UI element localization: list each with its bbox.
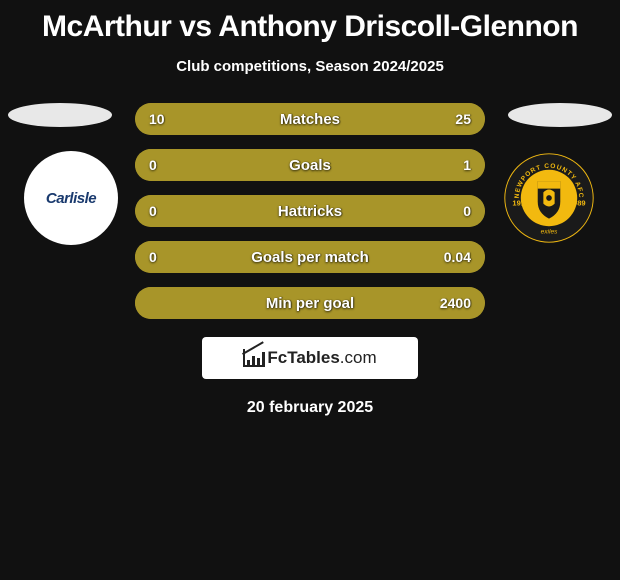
carlisle-logo-text: Carlisle [46,190,96,207]
stat-value-left: 0 [149,249,157,265]
stat-value-right: 0.04 [444,249,471,265]
stat-bar: 0 0 Hattricks [135,195,485,227]
badge-bottom-text: exiles [541,229,559,236]
stat-bar: 10 25 Matches [135,103,485,135]
stat-bar: 2400 Min per goal [135,287,485,319]
newport-badge-svg: NEWPORT COUNTY AFC 1912 1989 exiles [502,151,596,245]
subtitle: Club competitions, Season 2024/2025 [0,58,620,75]
stat-bar: 0 1 Goals [135,149,485,181]
stat-value-right: 0 [463,203,471,219]
stat-value-left: 0 [149,203,157,219]
stat-value-right: 25 [455,111,471,127]
bar-fill-left [135,241,149,273]
stat-bars: 10 25 Matches 0 1 Goals 0 0 Hattricks 0 0.04 Goals … [135,103,485,319]
stat-value-left: 0 [149,157,157,173]
comparison-panel: Carlisle NEWPORT COUNTY AFC 1912 1989 ex… [0,103,620,319]
bar-fill-right [235,103,485,135]
stat-label: Goals [289,157,331,174]
bar-fill-left [135,149,149,181]
chart-icon [243,349,265,367]
badge-year-left: 1912 [512,199,529,208]
stat-label: Matches [280,111,340,128]
stat-value-left: 10 [149,111,165,127]
left-player-ellipse [8,103,112,127]
left-club-badge: Carlisle [24,151,118,245]
stat-value-right: 2400 [440,295,471,311]
right-club-badge: NEWPORT COUNTY AFC 1912 1989 exiles [502,151,596,245]
badge-year-right: 1989 [569,199,586,208]
fctables-logo: FcTables.com [202,337,418,379]
right-player-ellipse [508,103,612,127]
stat-value-right: 1 [463,157,471,173]
stat-label: Goals per match [251,249,369,266]
stat-label: Hattricks [278,203,342,220]
date-text: 20 february 2025 [0,399,620,417]
stat-bar: 0 0.04 Goals per match [135,241,485,273]
page-title: McArthur vs Anthony Driscoll-Glennon [0,0,620,44]
brand-text: FcTables.com [267,348,376,368]
stat-label: Min per goal [266,295,354,312]
